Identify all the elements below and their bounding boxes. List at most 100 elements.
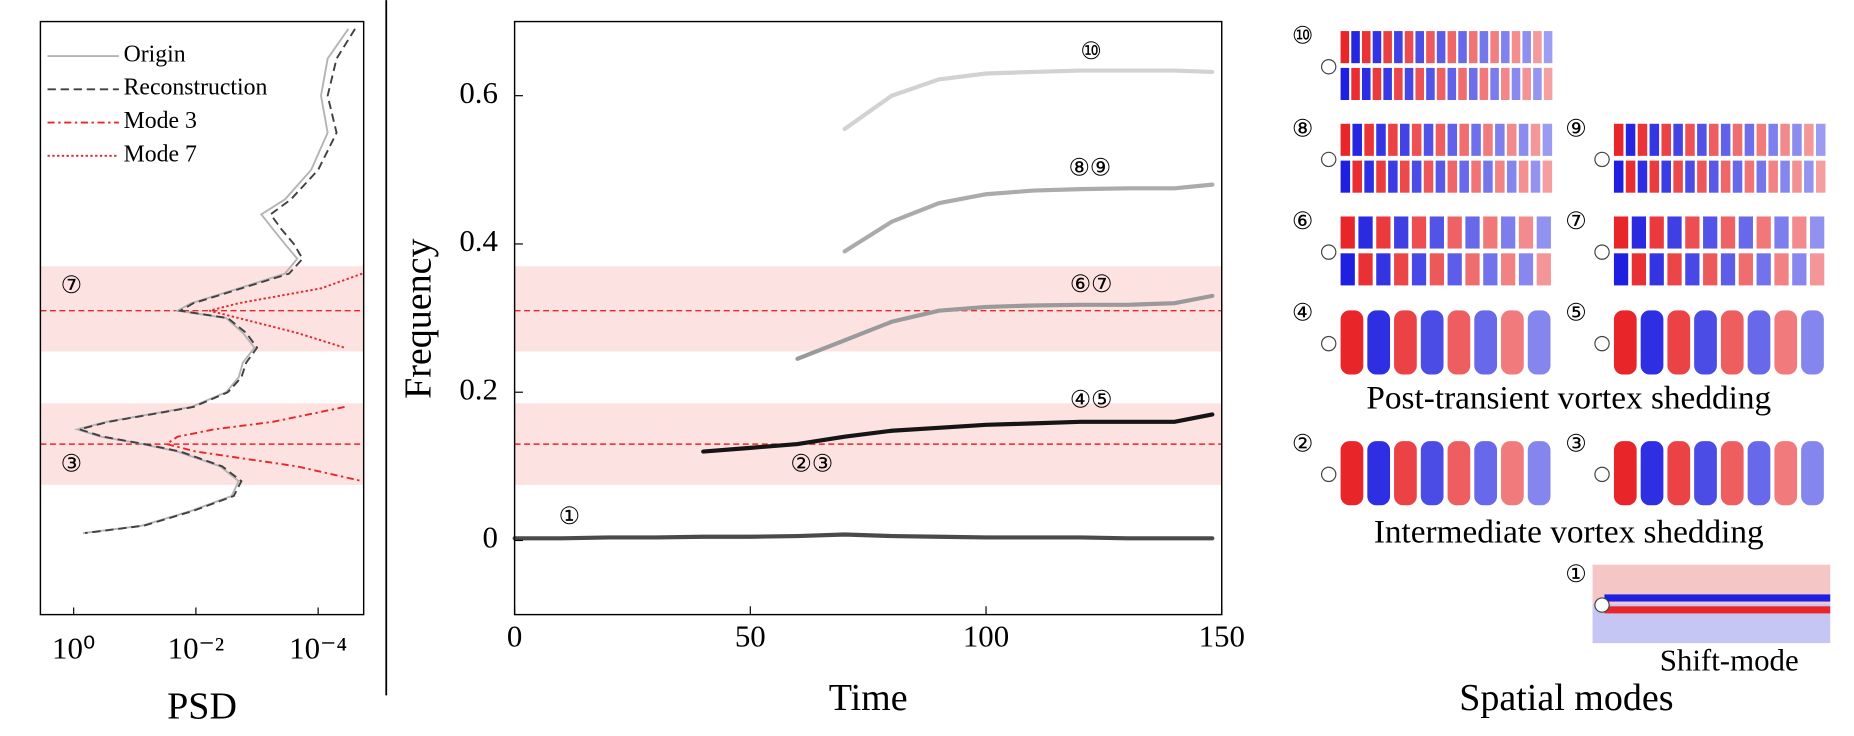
mode-stripe [1530,160,1541,193]
mode-stripe [1501,441,1524,506]
mode-stripe [1340,160,1351,193]
mode-stripe [1527,310,1551,375]
mode-stripe [1376,123,1386,156]
mode-stripe [1361,31,1371,64]
mode-stripe [1361,67,1371,101]
mode-stripe [1613,253,1629,286]
mode-stripe [1483,216,1498,249]
mode-stripe [1447,253,1462,286]
cylinder [1320,335,1337,352]
mode-stripe [1536,216,1551,249]
mode-stripe [1685,123,1695,156]
mode-panel [1594,441,1824,506]
mode-stripe [1522,31,1531,64]
mode-stripe [1474,310,1498,375]
mode-stripe [1613,310,1637,375]
mode-stripe [1792,160,1802,193]
mode-stripe [1815,160,1826,193]
mode-stripe [1703,216,1718,249]
mode-stripe [1604,606,1831,614]
cylinder [1320,466,1337,483]
series-label: ⑥⑦ [1070,272,1113,298]
mode-stripe [1501,310,1524,375]
mode-stripe [1518,160,1529,193]
mode-stripe [1501,31,1510,64]
x-tick-label: 50 [735,619,766,654]
mode-stripe [1720,441,1744,506]
mode-stripe [1511,31,1521,64]
mode-stripe [1613,123,1624,156]
mode-stripe [1792,216,1807,249]
mode-stripe [1625,123,1636,156]
mode-stripe [1631,216,1647,249]
legend-label: Mode 7 [124,141,197,167]
mode-stripe [1495,160,1505,193]
mode-stripe [1459,123,1469,156]
mode-stripe [1340,253,1355,286]
y-tick-label: 0 [483,520,498,555]
mode-stripe [1518,253,1534,286]
mode-stripe [1423,123,1434,156]
mode-stripe [1394,216,1409,249]
mode-stripe [1533,67,1542,101]
mode-stripe [1667,253,1682,286]
mode-stripe [1415,67,1425,101]
mode-stripe [1394,310,1417,375]
mode-stripe [1447,216,1462,249]
annotation: ⑦ [61,273,82,299]
mode-stripe [1774,441,1798,506]
mode-stripe [1352,123,1362,156]
mode-stripe [1436,31,1446,64]
mode-stripe [1458,67,1467,101]
mode-stripe [1613,160,1624,193]
mode-stripe [1388,160,1398,193]
mode-stripe [1720,216,1736,249]
mode-stripe [1542,160,1553,193]
cylinder [1594,597,1610,613]
mode-stripe [1411,160,1422,193]
mode-stripe [1527,441,1551,506]
mode-panel [1594,216,1825,286]
mode-stripe [1351,67,1360,101]
mode-stripe [1744,160,1755,193]
mode-stripe [1720,123,1731,156]
mode-stripe [1404,31,1414,64]
mode-stripe [1543,31,1553,64]
x-tick-label: 10⁻² [168,631,224,666]
mode-stripe [1792,253,1807,286]
mode-stripe [1804,123,1814,156]
mode-stripe [1667,441,1691,506]
mode-stripe [1340,441,1364,506]
mode-stripe [1649,160,1660,193]
mode-stripe [1383,31,1392,64]
cylinder [1320,59,1337,75]
mode-stripe [1673,123,1683,156]
mode-stripe [1518,123,1529,156]
mode-stripe [1804,160,1814,193]
mode-stripe [1815,123,1826,156]
x-axis-label: PSD [167,685,237,727]
mode-panel [1320,310,1551,375]
mode-stripe [1352,160,1362,193]
annotation: ②③ [790,452,833,478]
mode-caption: Intermediate vortex shedding [1374,514,1764,551]
mode-stripe [1483,123,1493,156]
mode-stripe [1756,253,1771,286]
x-tick-label: 10⁻⁴ [289,631,347,666]
cylinder [1594,151,1610,168]
mode-stripe [1376,253,1391,286]
mode-stripe [1774,253,1789,286]
mode-stripe [1533,31,1542,64]
mode-stripe [1367,441,1391,506]
mode-stripe [1358,253,1373,286]
mode-stripe [1458,31,1467,64]
mode-stripe [1376,160,1386,193]
mode-stripe [1490,67,1499,101]
mode-stripe [1376,216,1391,249]
mode-stripe [1420,441,1444,506]
mode-stripe [1685,253,1700,286]
mode-panel [1320,123,1553,193]
mode-stripe [1468,67,1478,101]
